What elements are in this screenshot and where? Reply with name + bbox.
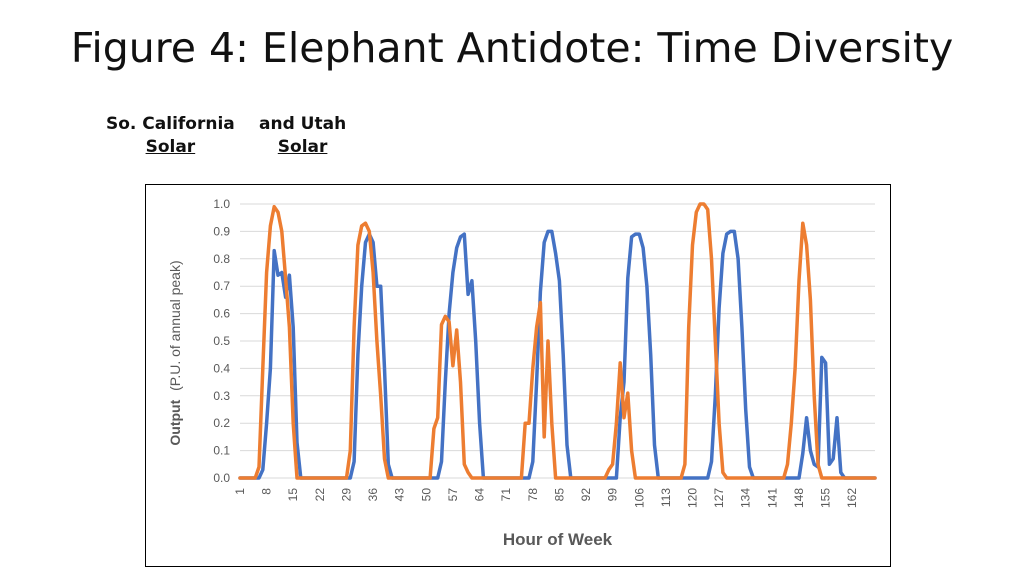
y-axis-title-bold: Output [167,399,183,445]
y-tick-label: 0.5 [213,334,230,348]
series-lines [238,202,877,480]
x-tick-label: 106 [632,488,646,508]
y-tick-label: 1.0 [213,197,230,211]
x-tick-label: 85 [552,488,566,502]
series1-legend-label: So. California Solar [106,114,235,157]
x-tick-label: 134 [739,488,753,508]
gridlines [240,203,875,479]
x-tick-label: 50 [419,488,433,502]
series1-label-line1: So. California [106,114,235,134]
y-tick-label: 0.3 [213,389,230,403]
x-tick-label: 1 [233,488,247,495]
series-2-line [238,202,877,480]
series-1-line [238,229,877,480]
series1-label-line2: Solar [145,137,196,157]
y-tick-label: 0.7 [213,279,230,293]
y-tick-label: 0.2 [213,416,230,430]
x-tick-label: 99 [606,488,620,502]
x-tick-label: 141 [765,488,779,508]
x-tick-label: 36 [366,488,380,502]
y-tick-label: 0.9 [213,224,230,238]
series2-label-line2: Solar [277,137,328,157]
y-tick-label: 0.8 [213,252,230,266]
chart-frame [145,184,891,567]
x-axis-title: Hour of Week [503,530,613,549]
x-tick-label: 120 [685,488,699,508]
x-tick-label: 71 [499,488,513,502]
x-tick-label: 15 [286,488,300,502]
x-tick-label: 78 [526,488,540,502]
x-tick-labels: 1 8 15 22 29 36 43 50 57 64 71 78 85 92 99 106 113 120 127… [233,488,859,508]
slide-title: Figure 4: Elephant Antidote: Time Divers… [70,24,954,72]
series2-label-line1: and Utah [259,114,347,134]
x-tick-label: 113 [659,488,673,507]
y-tick-label: 0.1 [213,444,230,458]
x-tick-label: 148 [792,488,806,508]
x-tick-label: 64 [473,488,487,502]
y-tick-label: 0.4 [213,361,230,375]
y-axis-title: Output (P.U. of annual peak) [167,260,183,445]
x-tick-label: 8 [260,488,274,495]
x-tick-label: 29 [339,488,353,502]
x-tick-label: 127 [712,488,726,508]
y-tick-label: 0.6 [213,307,230,321]
x-tick-label: 57 [446,488,460,502]
x-tick-label: 22 [313,488,327,502]
y-tick-label: 0.0 [213,471,230,485]
y-tick-labels: 0.0 0.1 0.2 0.3 0.4 0.5 0.6 0.7 0.8 0.9 1.0 [213,197,230,485]
x-tick-label: 155 [819,488,833,508]
y-axis-title-rest: (P.U. of annual peak) [167,260,183,391]
x-tick-label: 92 [579,488,593,502]
x-tick-label: 43 [393,488,407,502]
series2-legend-label: and Utah Solar [259,114,346,157]
x-tick-label: 162 [845,488,859,508]
